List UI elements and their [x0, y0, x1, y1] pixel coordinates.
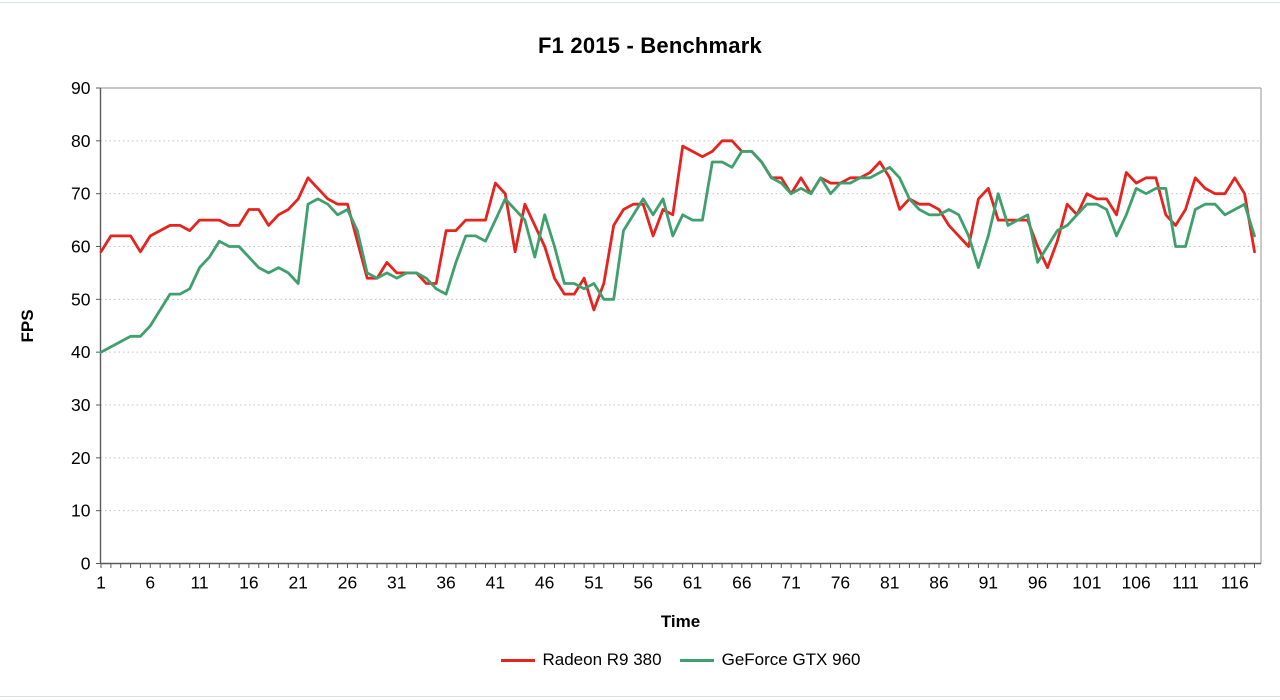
x-tick-label-86: 86	[929, 573, 948, 593]
legend-item-geforce: GeForce GTX 960	[679, 650, 861, 670]
y-tick-label-60: 60	[71, 237, 91, 257]
x-tick-label-26: 26	[338, 573, 357, 593]
x-tick-label-36: 36	[436, 573, 455, 593]
y-tick-label-80: 80	[71, 131, 91, 151]
x-tick-label-116: 116	[1221, 573, 1249, 593]
x-tick-label-91: 91	[979, 573, 998, 593]
y-tick-label-50: 50	[71, 289, 91, 309]
x-tick-label-51: 51	[584, 573, 603, 593]
legend-line-swatch-red	[500, 658, 535, 662]
x-tick-label-96: 96	[1028, 573, 1047, 593]
x-tick-label-16: 16	[239, 573, 258, 593]
y-tick-label-40: 40	[71, 342, 91, 362]
x-tick-label-76: 76	[831, 573, 850, 593]
chart-title: F1 2015 - Benchmark	[538, 33, 762, 58]
x-tick-label-101: 101	[1072, 573, 1101, 593]
x-tick-label-106: 106	[1122, 573, 1151, 593]
x-tick-label-71: 71	[781, 573, 800, 593]
x-tick-label-41: 41	[486, 573, 505, 593]
legend-item-radeon: Radeon R9 380	[500, 650, 662, 670]
y-tick-label-70: 70	[71, 184, 91, 204]
x-tick-label-66: 66	[732, 573, 751, 593]
x-tick-label-21: 21	[288, 573, 307, 593]
x-tick-label-11: 11	[191, 573, 209, 593]
x-tick-label-6: 6	[145, 573, 155, 593]
x-tick-label-1: 1	[96, 573, 106, 593]
top-rule	[0, 2, 1280, 3]
x-tick-label-111: 111	[1172, 573, 1199, 593]
legend-label-geforce: GeForce GTX 960	[721, 650, 861, 669]
y-tick-label-90: 90	[71, 78, 91, 98]
y-tick-label-10: 10	[71, 501, 91, 521]
x-tick-label-46: 46	[535, 573, 554, 593]
series-line-1	[99, 149, 1256, 354]
legend-line-swatch-green	[679, 658, 714, 662]
x-tick-label-81: 81	[880, 573, 899, 593]
series-line-0	[99, 139, 1256, 312]
chart-legend: Radeon R9 380 GeForce GTX 960	[100, 650, 1261, 670]
x-tick-label-56: 56	[634, 573, 653, 593]
y-tick-label-20: 20	[71, 448, 91, 468]
legend-label-radeon: Radeon R9 380	[542, 650, 662, 669]
y-tick-label-30: 30	[71, 395, 91, 415]
x-tick-label-31: 31	[387, 573, 406, 593]
bottom-rule	[0, 696, 1280, 697]
x-axis-title: Time	[660, 612, 701, 631]
x-tick-label-61: 61	[683, 573, 702, 593]
y-tick-label-0: 0	[81, 554, 91, 574]
